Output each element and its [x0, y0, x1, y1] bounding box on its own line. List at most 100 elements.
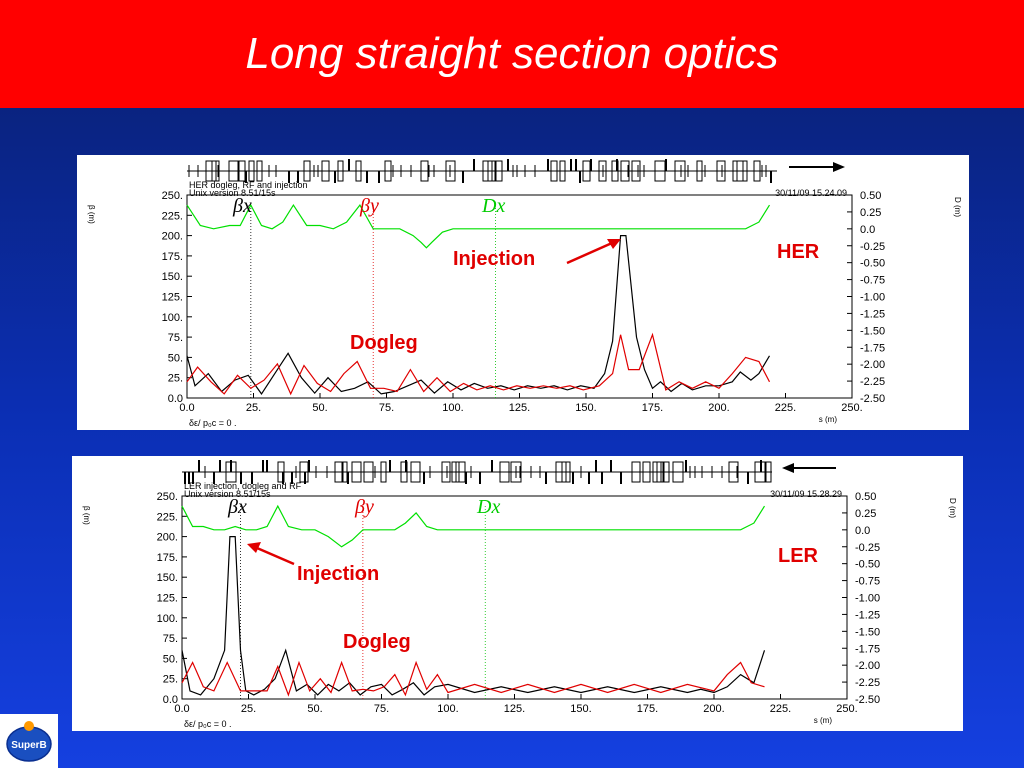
chart-header-line2: Unix version 8.51/15s	[189, 188, 276, 198]
x-tick-label: 200.	[703, 703, 724, 715]
y-left-tick-label: 50.	[163, 653, 178, 665]
lattice-quadrupole	[575, 159, 577, 171]
direction-arrow-head	[782, 463, 794, 473]
x-tick-label: 250.	[836, 703, 857, 715]
lattice-quadrupole	[188, 472, 190, 484]
lattice-quadrupole	[282, 472, 284, 484]
y-left-tick-label: 100.	[162, 312, 183, 324]
chart-header-line1: LER injection, dogleg and RF	[184, 481, 302, 491]
lattice-quadrupole	[479, 472, 481, 484]
lattice-dipole	[550, 160, 558, 182]
lattice-quadrupole	[288, 171, 290, 183]
lattice-dipole	[228, 160, 239, 182]
lattice-quadrupole	[219, 460, 221, 472]
lattice-quadrupole	[462, 171, 464, 183]
lattice-quadrupole	[590, 159, 592, 171]
lattice-quadrupole	[545, 472, 547, 484]
y-right-tick-label: -1.75	[860, 342, 885, 354]
lattice-quadrupole	[610, 460, 612, 472]
injection-arrow-line	[566, 241, 613, 265]
x-tick-label: 200.	[708, 402, 729, 414]
direction-arrow-head	[833, 162, 845, 172]
y-left-tick-label: 150.	[157, 572, 178, 584]
injection-arrow-head	[247, 542, 261, 553]
y-left-tick-label: 0.0	[168, 393, 183, 405]
lattice-dipole	[510, 461, 522, 483]
y-left-tick-label: 175.	[157, 552, 178, 564]
lattice-quadrupole	[297, 171, 299, 183]
lattice-dipole	[445, 160, 456, 182]
lattice-quadrupole	[465, 472, 467, 484]
x-tick-label: 50.	[312, 402, 327, 414]
lattice-dipole	[363, 461, 374, 483]
y-left-tick-label: 25.	[163, 674, 178, 686]
x-tick-label: 125.	[504, 703, 525, 715]
title-bar: Long straight section optics	[0, 0, 1024, 108]
y-left-axis-label: β (m)	[82, 506, 91, 525]
legend-beta-y: βy	[359, 195, 379, 217]
x-tick-label: 0.0	[174, 703, 189, 715]
y-left-tick-label: 125.	[157, 593, 178, 605]
lattice-quadrupole	[251, 472, 253, 484]
lattice-dipole	[384, 160, 392, 182]
lattice-quadrupole	[588, 472, 590, 484]
lattice-quadrupole	[601, 472, 603, 484]
y-right-tick-label: -0.25	[855, 542, 880, 554]
lattice-quadrupole	[347, 472, 349, 484]
y-right-tick-label: -0.75	[855, 576, 880, 588]
lattice-quadrupole	[184, 472, 186, 484]
series-line-βy	[181, 660, 765, 697]
lattice-dipole	[555, 461, 567, 483]
lattice-dipole	[351, 461, 362, 483]
lattice-dipole	[380, 461, 387, 483]
x-axis-label: s (m)	[819, 415, 838, 424]
y-right-tick-label: 0.25	[855, 508, 876, 520]
lattice-dipole	[410, 461, 421, 483]
lattice-dipole	[355, 160, 362, 182]
y-left-tick-label: 175.	[162, 251, 183, 263]
lattice-quadrupole	[240, 472, 242, 484]
lattice-quadrupole	[620, 472, 622, 484]
lattice-quadrupole	[334, 171, 336, 183]
y-right-tick-label: -2.00	[855, 660, 880, 672]
y-left-tick-label: 0.0	[163, 694, 178, 706]
lattice-dipole	[716, 160, 726, 182]
y-right-tick-label: -2.50	[860, 393, 885, 405]
legend-beta-x: βx	[232, 195, 252, 217]
injection-arrow-head	[607, 239, 621, 249]
superb-logo-icon: SuperB	[6, 721, 52, 762]
y-left-tick-label: 250.	[162, 190, 183, 202]
x-tick-label: 175.	[637, 703, 658, 715]
dogleg-label: Dogleg	[343, 631, 411, 653]
lattice-quadrupole	[378, 171, 380, 183]
chart-header-line1: HER dogleg, RF and injection	[189, 180, 308, 190]
lattice-quadrupole	[473, 159, 475, 171]
lattice-dipole	[598, 160, 607, 182]
lattice-dipole	[672, 461, 684, 483]
y-right-tick-label: 0.50	[855, 491, 876, 503]
x-tick-label: 100.	[442, 402, 463, 414]
lattice-quadrupole	[507, 159, 509, 171]
y-left-tick-label: 225.	[162, 210, 183, 222]
lattice-quadrupole	[685, 460, 687, 472]
injection-arrow-line	[256, 546, 295, 566]
lattice-quadrupole	[423, 472, 425, 484]
legend-beta-y: βy	[354, 496, 374, 518]
y-right-tick-label: -1.25	[855, 609, 880, 621]
lattice-quadrupole	[760, 460, 762, 472]
lattice-quadrupole	[198, 460, 200, 472]
ring-label: LER	[778, 545, 819, 567]
lattice-dipole	[662, 461, 670, 483]
lattice-quadrupole	[389, 460, 391, 472]
dogleg-label: Dogleg	[350, 332, 418, 354]
y-right-tick-label: -1.50	[860, 325, 885, 337]
y-left-tick-label: 125.	[162, 292, 183, 304]
lattice-dipole	[494, 160, 503, 182]
chart-footer: δε/ p₀c = 0 .	[189, 418, 237, 428]
lattice-quadrupole	[665, 159, 667, 171]
chart-footer: δε/ p₀c = 0 .	[184, 719, 232, 729]
x-tick-label: 25.	[246, 402, 261, 414]
y-left-axis-label: β (m)	[87, 205, 96, 224]
